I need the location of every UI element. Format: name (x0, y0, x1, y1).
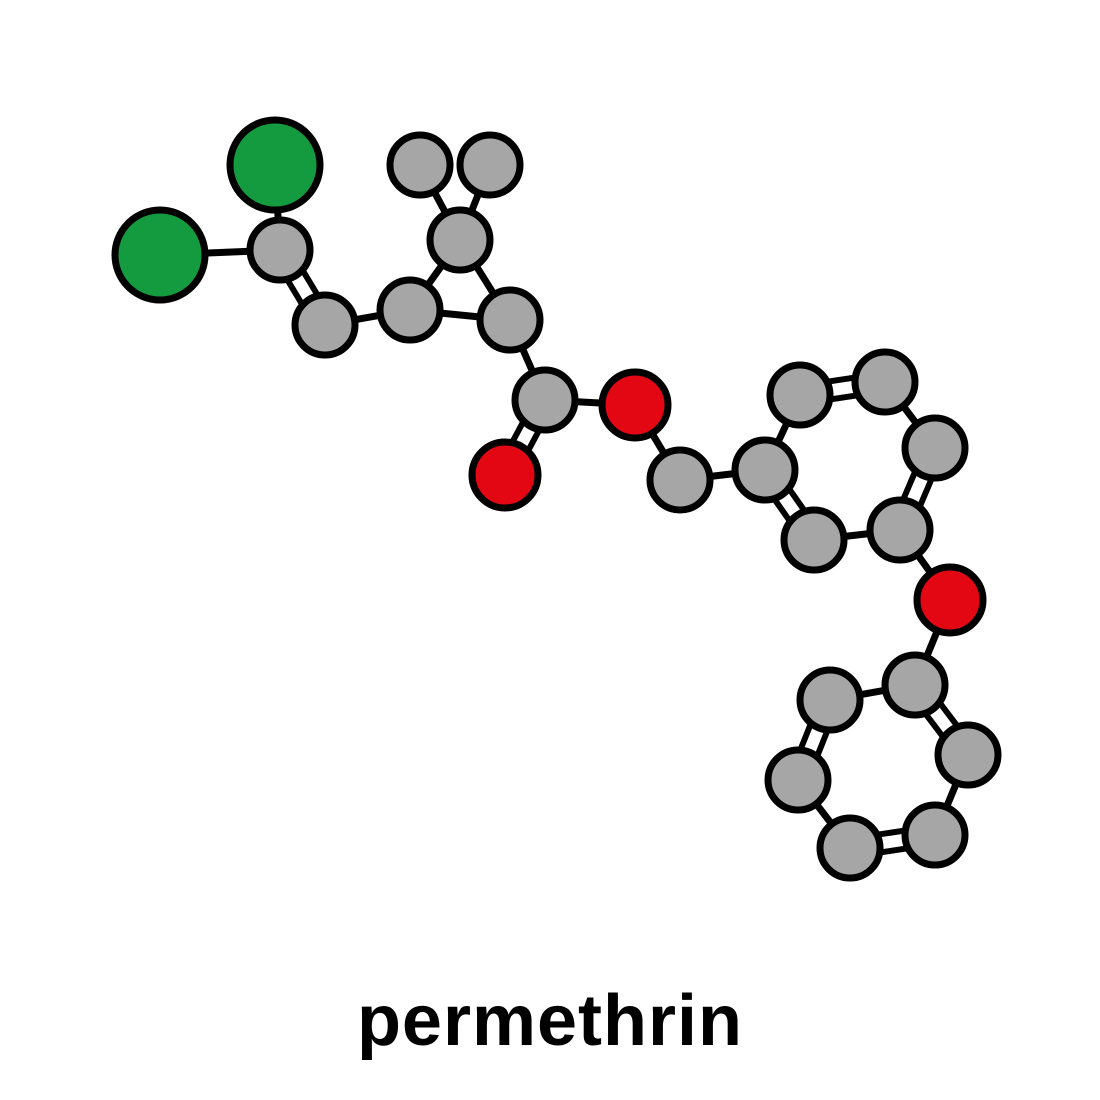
atom-c (905, 805, 965, 865)
atom-c (650, 450, 710, 510)
atom-c (768, 750, 828, 810)
atom-c (870, 500, 930, 560)
atom-c (250, 220, 310, 280)
atoms-group (115, 120, 998, 878)
molecule-name-label: permethrin (0, 980, 1100, 1062)
atom-c (855, 352, 915, 412)
atom-c (480, 290, 540, 350)
atom-c (784, 510, 844, 570)
atom-c (460, 135, 520, 195)
atom-c (735, 440, 795, 500)
atom-c (390, 135, 450, 195)
atom-o (472, 442, 538, 508)
atom-c (885, 655, 945, 715)
bonds-group (205, 191, 957, 852)
atom-o (602, 372, 668, 438)
atom-c (295, 295, 355, 355)
atom-c (820, 818, 880, 878)
atom-cl (115, 210, 205, 300)
atom-c (770, 365, 830, 425)
molecule-canvas: permethrin (0, 0, 1100, 1100)
atom-c (905, 418, 965, 478)
atom-c (430, 210, 490, 270)
atom-cl (230, 120, 320, 210)
atom-c (938, 725, 998, 785)
atom-c (380, 280, 440, 340)
atom-c (515, 370, 575, 430)
atom-c (800, 670, 860, 730)
atom-o (917, 567, 983, 633)
molecule-svg (0, 0, 1100, 1100)
